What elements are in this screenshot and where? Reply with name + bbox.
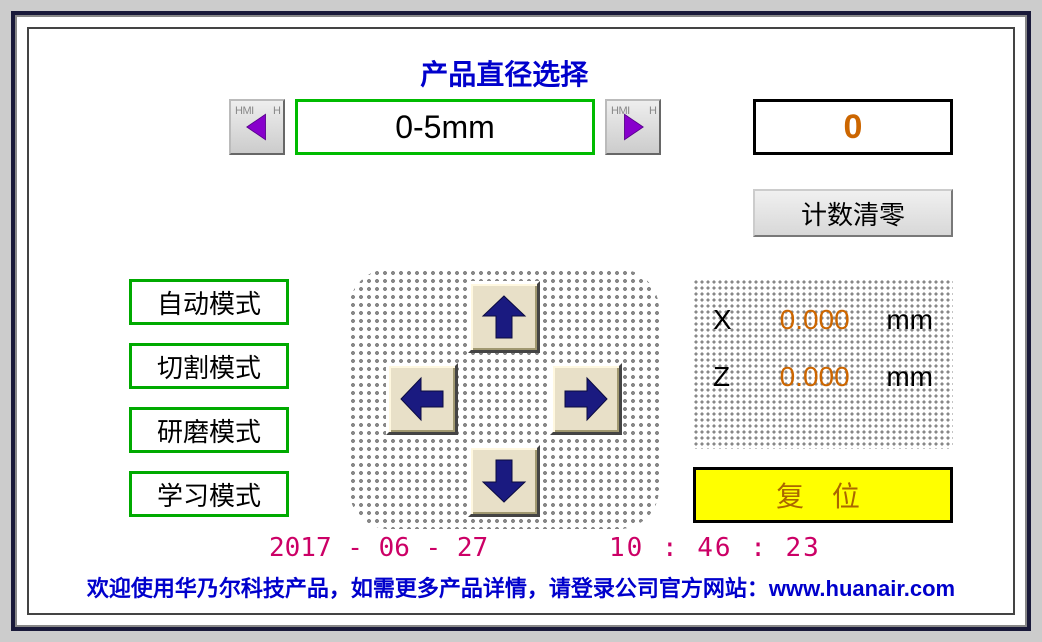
time-display: 10 : 46 : 23 bbox=[609, 533, 821, 563]
mode-grind-button[interactable]: 研磨模式 bbox=[129, 407, 289, 453]
counter-display: 0 bbox=[753, 99, 953, 155]
diameter-next-button[interactable]: HMI H bbox=[605, 99, 661, 155]
arrow-down-icon bbox=[479, 456, 529, 506]
coord-x-axis-label: X bbox=[713, 304, 743, 336]
date-display: 2017 - 06 - 27 bbox=[269, 533, 488, 563]
diameter-value-display[interactable]: 0-5mm bbox=[295, 99, 595, 155]
coord-z-value: 0.000 bbox=[763, 361, 866, 393]
dpad-left-button[interactable] bbox=[386, 363, 458, 435]
dpad-right-button[interactable] bbox=[550, 363, 622, 435]
coord-x-row: X 0.000 mm bbox=[713, 304, 933, 336]
reset-button[interactable]: 复 位 bbox=[693, 467, 953, 523]
dpad-up-button[interactable] bbox=[468, 281, 540, 353]
coord-z-axis-label: Z bbox=[713, 361, 743, 393]
hmi-screen: 产品直径选择 HMI H 0-5mm HMI H 0 计数清零 自动模式 切 bbox=[27, 27, 1015, 615]
outer-frame: 产品直径选择 HMI H 0-5mm HMI H 0 计数清零 自动模式 切 bbox=[11, 11, 1031, 631]
counter-reset-button[interactable]: 计数清零 bbox=[753, 189, 953, 237]
footer-welcome-text: 欢迎使用华乃尔科技产品，如需更多产品详情，请登录公司官方网站：www.huana… bbox=[29, 571, 1013, 603]
mode-button-group: 自动模式 切割模式 研磨模式 学习模式 bbox=[129, 279, 289, 517]
arrow-left-icon bbox=[397, 374, 447, 424]
mode-cut-button[interactable]: 切割模式 bbox=[129, 343, 289, 389]
coord-x-unit: mm bbox=[886, 304, 933, 336]
mode-learn-button[interactable]: 学习模式 bbox=[129, 471, 289, 517]
diameter-selector-row: HMI H 0-5mm HMI H bbox=[229, 99, 661, 155]
arrow-up-icon bbox=[479, 292, 529, 342]
coordinate-panel: X 0.000 mm Z 0.000 mm bbox=[693, 279, 953, 449]
coord-z-unit: mm bbox=[886, 361, 933, 393]
hmi-badge: H bbox=[273, 105, 281, 117]
hmi-badge: H bbox=[649, 105, 657, 117]
dpad-panel bbox=[349, 269, 659, 529]
diameter-prev-button[interactable]: HMI H bbox=[229, 99, 285, 155]
coord-x-value: 0.000 bbox=[763, 304, 866, 336]
coord-z-row: Z 0.000 mm bbox=[713, 361, 933, 393]
dpad-down-button[interactable] bbox=[468, 445, 540, 517]
diameter-title: 产品直径选择 bbox=[420, 53, 588, 93]
mode-auto-button[interactable]: 自动模式 bbox=[129, 279, 289, 325]
hmi-badge: HMI bbox=[235, 105, 254, 117]
arrow-right-icon bbox=[561, 374, 611, 424]
hmi-badge: HMI bbox=[611, 105, 630, 117]
